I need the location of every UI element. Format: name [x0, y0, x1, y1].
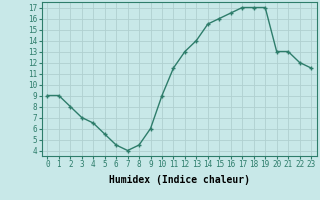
X-axis label: Humidex (Indice chaleur): Humidex (Indice chaleur) — [109, 175, 250, 185]
